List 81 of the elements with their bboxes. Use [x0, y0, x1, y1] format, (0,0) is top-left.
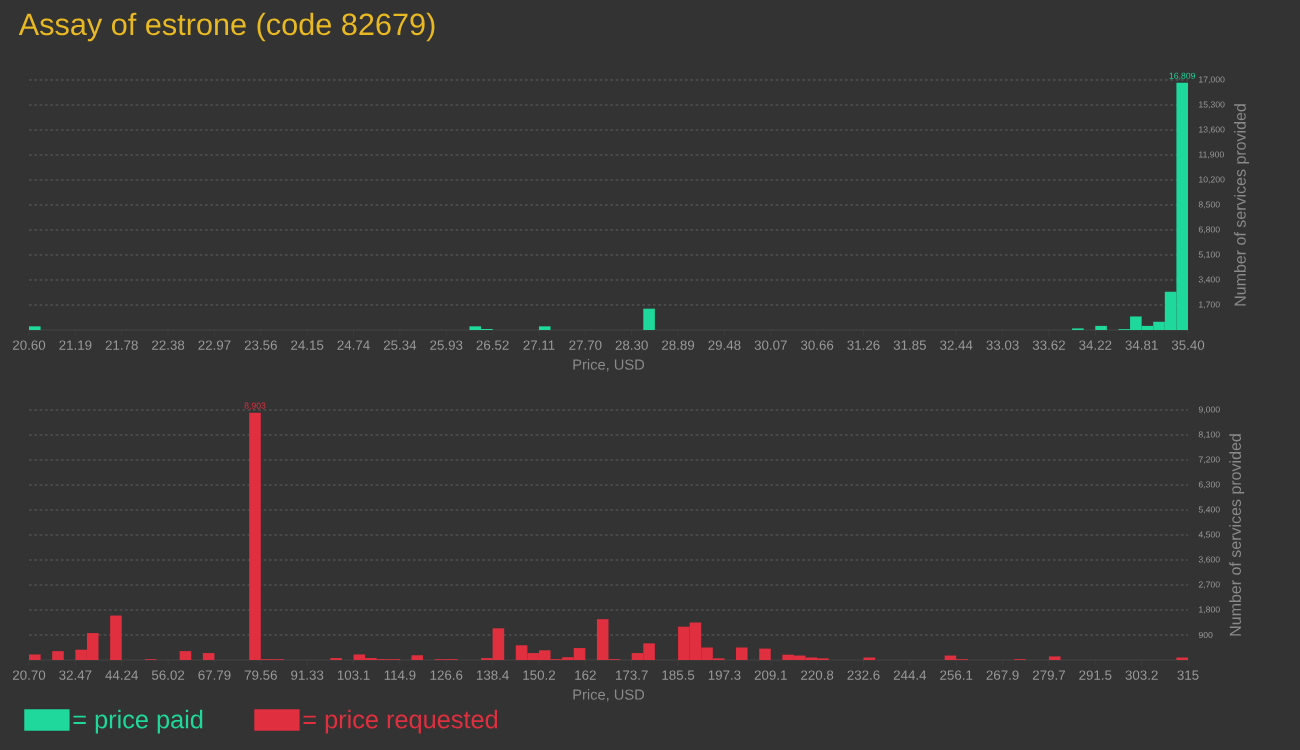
- x-tick-label: 220.8: [801, 670, 834, 680]
- x-tick-label: 25.93: [430, 340, 463, 350]
- x-tick-label: 28.30: [615, 340, 648, 350]
- x-tick-label: 114.9: [384, 670, 416, 680]
- x-tick-label: 150.2: [523, 670, 555, 680]
- data-label: 8,903: [244, 402, 266, 410]
- x-tick-label: 138.4: [476, 670, 509, 680]
- legend-label: = price requested: [303, 709, 498, 734]
- x-tick-label: 27.11: [523, 340, 555, 350]
- x-tick-label: 197.3: [708, 670, 741, 680]
- x-tick-label: 30.07: [754, 340, 787, 350]
- x-tick-label: 31.26: [847, 340, 880, 350]
- x-tick-label: 32.44: [940, 340, 973, 350]
- x-tick-label: 67.79: [198, 670, 231, 680]
- x-tick-label: 173.7: [616, 670, 648, 680]
- x-tick-label: 315: [1177, 670, 1199, 680]
- y-tick-label: 5,400: [1198, 506, 1220, 514]
- y-tick-label: 9,000: [1198, 406, 1220, 414]
- x-tick-label: 244.4: [893, 670, 927, 680]
- y-tick-label: 5,100: [1198, 251, 1220, 259]
- x-tick-label: 20.70: [12, 670, 46, 680]
- x-tick-label: 79.56: [244, 670, 277, 680]
- x-tick-label: 279.7: [1032, 670, 1065, 680]
- x-tick-label: 24.15: [291, 340, 324, 350]
- y-tick-label: 900: [1198, 631, 1213, 639]
- y-tick-label: 17,000: [1199, 76, 1225, 84]
- x-tick-label: 30.66: [800, 340, 834, 350]
- x-tick-label: 33.03: [986, 340, 1019, 350]
- x-tick-label: 26.52: [476, 340, 509, 350]
- x-tick-label: 35.40: [1171, 340, 1205, 350]
- y-axis-title: Number of services provided: [1234, 104, 1249, 306]
- x-axis-title: Price, USD: [573, 689, 645, 702]
- chart-title: Assay of estrone (code 82679): [18, 12, 435, 42]
- y-tick-label: 6,300: [1198, 481, 1220, 489]
- x-tick-label: 29.48: [708, 340, 741, 350]
- x-tick-label: 28.89: [662, 340, 695, 350]
- x-tick-label: 34.22: [1079, 340, 1112, 350]
- y-tick-label: 6,800: [1198, 226, 1220, 234]
- y-tick-label: 15,300: [1199, 101, 1225, 109]
- x-tick-label: 56.02: [151, 670, 185, 680]
- x-tick-label: 24.74: [337, 340, 370, 350]
- x-tick-label: 27.70: [569, 340, 602, 350]
- x-tick-label: 126.6: [430, 670, 463, 680]
- x-tick-label: 21.19: [59, 340, 92, 350]
- x-tick-label: 33.62: [1032, 340, 1065, 350]
- x-tick-label: 23.56: [244, 340, 277, 350]
- x-tick-label: 303.2: [1125, 670, 1158, 680]
- y-tick-label: 1,700: [1199, 301, 1220, 309]
- y-tick-label: 10,200: [1199, 176, 1225, 184]
- x-tick-label: 22.38: [152, 340, 185, 350]
- x-tick-label: 256.1: [940, 670, 973, 680]
- x-tick-label: 232.6: [847, 670, 880, 680]
- x-tick-label: 21.78: [105, 340, 138, 350]
- y-tick-label: 2,700: [1198, 581, 1220, 589]
- y-tick-label: 4,500: [1198, 531, 1220, 539]
- x-tick-label: 22.97: [198, 340, 231, 350]
- x-tick-label: 34.81: [1125, 340, 1158, 350]
- y-axis-title: Number of services provided: [1229, 434, 1245, 636]
- x-tick-label: 185.5: [662, 670, 695, 680]
- y-tick-label: 8,500: [1198, 201, 1220, 209]
- x-tick-label: 209.1: [754, 670, 787, 680]
- x-tick-label: 91.33: [291, 670, 324, 680]
- y-tick-label: 13,600: [1199, 126, 1225, 134]
- y-tick-label: 3,600: [1198, 556, 1220, 564]
- y-tick-label: 1,800: [1199, 606, 1220, 614]
- x-tick-label: 103.1: [337, 670, 370, 680]
- x-tick-label: 31.85: [893, 340, 926, 350]
- y-tick-label: 3,400: [1198, 276, 1220, 284]
- data-label: 16,809: [1169, 72, 1196, 80]
- x-tick-label: 25.34: [383, 340, 417, 350]
- x-tick-label: 267.9: [986, 670, 1019, 680]
- x-axis-title: Price, USD: [573, 359, 645, 372]
- y-tick-label: 8,100: [1198, 431, 1220, 439]
- x-tick-label: 291.5: [1079, 670, 1112, 680]
- x-tick-label: 44.24: [105, 670, 139, 680]
- x-tick-label: 20.60: [12, 340, 46, 350]
- x-tick-label: 32.47: [59, 670, 92, 680]
- x-tick-label: 162: [575, 670, 596, 680]
- legend-label: = price paid: [73, 709, 203, 734]
- y-tick-label: 7,200: [1198, 456, 1220, 464]
- y-tick-label: 11,900: [1199, 151, 1224, 159]
